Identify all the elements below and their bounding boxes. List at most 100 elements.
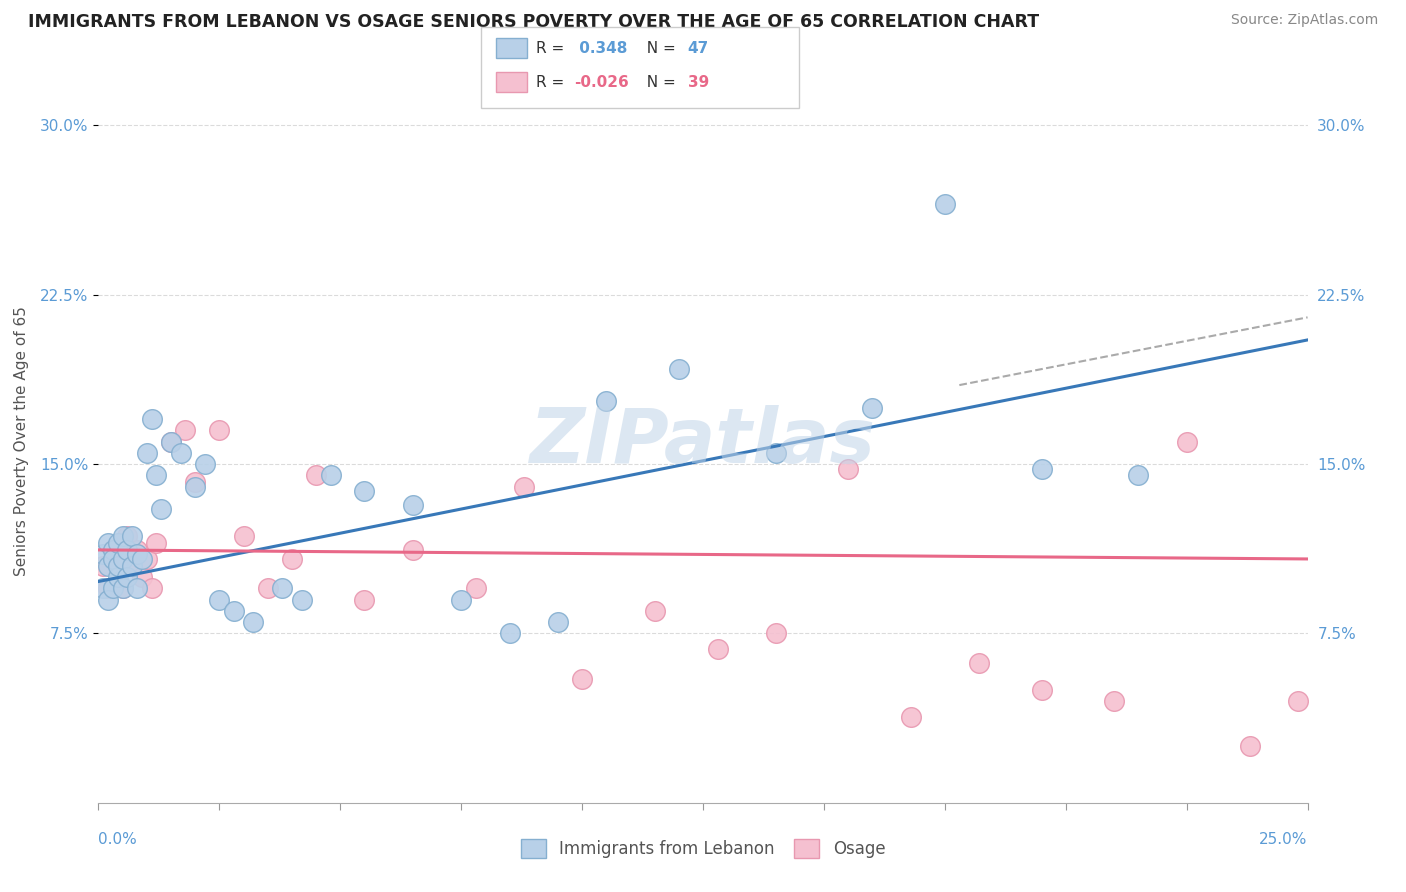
Text: 0.0%: 0.0%: [98, 831, 138, 847]
Point: [141, 582, 163, 596]
Point: [1286, 694, 1309, 708]
Point: [97, 558, 120, 573]
Point: [111, 552, 134, 566]
Point: [121, 558, 143, 573]
Point: [117, 529, 139, 543]
Point: [547, 615, 569, 630]
Point: [91, 582, 114, 596]
Point: [900, 710, 922, 724]
Point: [934, 197, 956, 211]
Point: [837, 461, 859, 475]
Point: [353, 592, 375, 607]
Point: [97, 536, 120, 550]
Point: [513, 480, 536, 494]
Text: 25.0%: 25.0%: [1260, 831, 1308, 847]
Point: [111, 536, 134, 550]
Point: [184, 475, 207, 490]
Point: [117, 542, 139, 557]
Point: [174, 423, 197, 437]
Point: [498, 626, 520, 640]
Point: [101, 542, 124, 557]
Point: [107, 536, 129, 550]
Point: [765, 446, 787, 460]
Point: [101, 552, 124, 566]
Point: [101, 582, 124, 596]
Point: [184, 480, 207, 494]
Point: [121, 529, 143, 543]
Point: [1239, 739, 1261, 754]
Text: Source: ZipAtlas.com: Source: ZipAtlas.com: [1230, 13, 1378, 28]
Point: [135, 446, 157, 460]
Point: [117, 570, 139, 584]
Point: [305, 468, 328, 483]
Point: [967, 656, 990, 670]
Point: [281, 552, 304, 566]
Point: [1031, 682, 1053, 697]
Point: [402, 542, 425, 557]
Point: [97, 582, 120, 596]
Point: [571, 672, 593, 686]
Point: [353, 484, 375, 499]
Point: [644, 604, 666, 618]
Point: [107, 558, 129, 573]
Point: [464, 582, 486, 596]
Point: [97, 592, 120, 607]
Text: R =: R =: [536, 75, 569, 89]
Point: [111, 529, 134, 543]
Point: [706, 642, 728, 657]
Text: N =: N =: [637, 75, 681, 89]
Point: [1175, 434, 1198, 449]
Point: [1031, 461, 1053, 475]
Text: 39: 39: [688, 75, 709, 89]
Point: [256, 582, 278, 596]
Point: [91, 548, 114, 562]
Point: [127, 548, 149, 562]
Point: [91, 558, 114, 573]
Point: [595, 393, 617, 408]
Text: 0.348: 0.348: [574, 41, 627, 55]
Point: [127, 542, 149, 557]
Point: [402, 498, 425, 512]
Point: [160, 434, 183, 449]
Point: [131, 552, 153, 566]
Point: [107, 570, 129, 584]
Point: [111, 582, 134, 596]
Point: [169, 446, 191, 460]
Point: [1320, 706, 1343, 720]
Y-axis label: Seniors Poverty Over the Age of 65: Seniors Poverty Over the Age of 65: [14, 307, 30, 576]
Point: [194, 457, 217, 471]
Point: [1344, 710, 1367, 724]
Point: [271, 582, 294, 596]
Point: [141, 412, 163, 426]
Point: [860, 401, 883, 415]
Point: [242, 615, 264, 630]
Text: 47: 47: [688, 41, 709, 55]
Text: R =: R =: [536, 41, 569, 55]
Point: [1102, 694, 1125, 708]
Point: [131, 570, 153, 584]
Text: ZIPatlas: ZIPatlas: [530, 405, 876, 478]
Point: [668, 362, 690, 376]
Point: [145, 536, 167, 550]
Point: [208, 423, 231, 437]
Point: [101, 542, 124, 557]
Point: [208, 592, 231, 607]
Point: [127, 582, 149, 596]
Point: [450, 592, 472, 607]
Legend: Immigrants from Lebanon, Osage: Immigrants from Lebanon, Osage: [512, 830, 894, 867]
Point: [1128, 468, 1150, 483]
Point: [290, 592, 312, 607]
Point: [111, 582, 134, 596]
Text: IMMIGRANTS FROM LEBANON VS OSAGE SENIORS POVERTY OVER THE AGE OF 65 CORRELATION : IMMIGRANTS FROM LEBANON VS OSAGE SENIORS…: [28, 13, 1039, 31]
Point: [107, 552, 129, 566]
Point: [765, 626, 787, 640]
Point: [145, 468, 167, 483]
Text: -0.026: -0.026: [574, 75, 628, 89]
Point: [319, 468, 342, 483]
Point: [232, 529, 254, 543]
Point: [160, 434, 183, 449]
Text: N =: N =: [637, 41, 681, 55]
Point: [135, 552, 157, 566]
Point: [222, 604, 245, 618]
Point: [121, 558, 143, 573]
